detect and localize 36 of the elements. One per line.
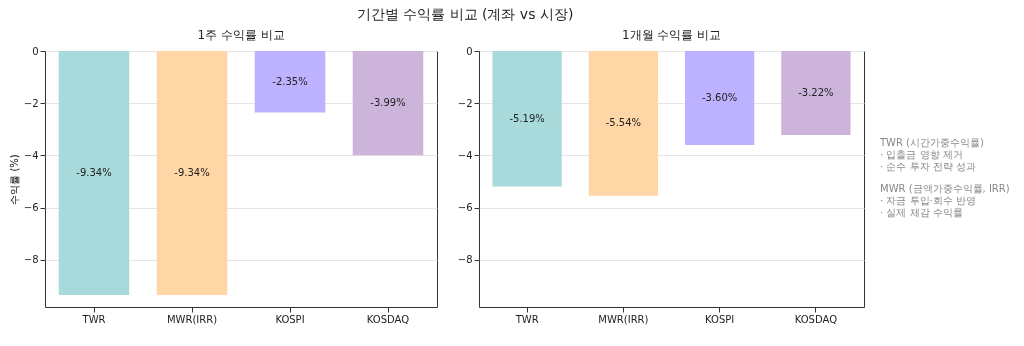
y-tick-label: −8 [23,254,39,266]
y-tick-label: 0 [32,45,39,57]
text: MWR (금액가중수익률, IRR) [880,183,1010,195]
chart-title: 1주 수익률 비교 [197,28,285,42]
text: · 실제 체감 수익률 [880,207,964,219]
text: 기간별 수익률 비교 (계좌 vs 시장) [355,6,575,24]
data-label: -5.19% [509,112,545,124]
data-label: -5.54% [605,117,642,129]
x-tick-label: KOSDAQ [366,313,410,325]
text: · 자금 투입·회수 반영 [880,195,977,207]
x-tick-label: MWR(IRR) [166,313,218,325]
data-label: -9.34% [174,166,210,178]
y-tick-label: 0 [466,45,473,57]
y-axis-title: 수익률 (%) [8,154,20,205]
x-tick-label: KOSPI [275,313,305,325]
y-tick-label: −2 [23,97,39,109]
data-label: -3.60% [701,92,738,104]
x-tick-label: KOSDAQ [794,313,838,325]
text: · 순수 투자 전략 성과 [880,161,977,173]
y-tick-label: −6 [23,202,39,214]
data-label: -3.99% [370,97,406,109]
y-tick-label: −8 [457,254,473,266]
y-tick-label: −6 [457,202,473,214]
x-tick-label: TWR [514,313,539,325]
x-tick-label: TWR [81,313,106,325]
text: · 입출금 영향 제거 [880,149,964,161]
data-label: -2.35% [272,75,308,87]
y-tick-label: −4 [23,149,39,161]
x-tick-label: MWR(IRR) [598,313,649,325]
chart-title: 1개월 수익률 비교 [621,28,722,42]
x-tick-label: KOSPI [705,313,735,325]
data-label: -3.22% [798,87,834,99]
data-label: -9.34% [76,166,112,178]
text: TWR (시간가중수익률) [880,137,985,149]
y-tick-label: −4 [457,149,473,161]
y-tick-label: −2 [457,97,473,109]
